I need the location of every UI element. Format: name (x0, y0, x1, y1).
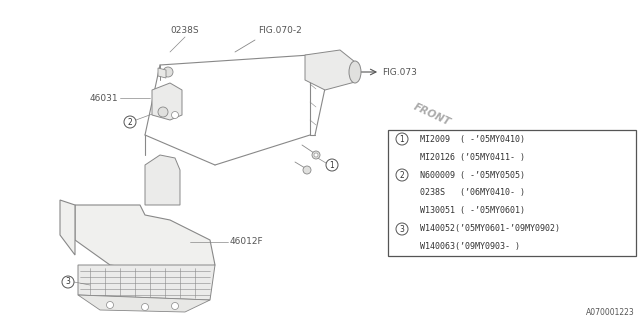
Text: FIG.073: FIG.073 (382, 68, 417, 76)
Circle shape (314, 153, 318, 157)
Circle shape (172, 302, 179, 309)
Text: 1: 1 (399, 134, 404, 143)
Polygon shape (60, 200, 75, 255)
Polygon shape (78, 295, 210, 312)
Circle shape (124, 116, 136, 128)
Text: 3: 3 (399, 225, 404, 234)
Text: FRONT: FRONT (412, 102, 452, 128)
Circle shape (172, 111, 179, 118)
Text: 2: 2 (127, 117, 132, 126)
Circle shape (303, 166, 311, 174)
Text: 2: 2 (399, 171, 404, 180)
Polygon shape (152, 83, 182, 120)
Circle shape (141, 303, 148, 310)
Text: W140063(’09MY0903- ): W140063(’09MY0903- ) (420, 243, 520, 252)
Text: 46031: 46031 (90, 93, 118, 102)
Text: MI2009  ( -’05MY0410): MI2009 ( -’05MY0410) (420, 134, 525, 143)
Polygon shape (158, 68, 166, 78)
Text: W130051 ( -’05MY0601): W130051 ( -’05MY0601) (420, 206, 525, 215)
Circle shape (106, 301, 113, 308)
Polygon shape (78, 265, 215, 300)
Text: 0238S: 0238S (171, 26, 199, 35)
Circle shape (396, 169, 408, 181)
Circle shape (163, 67, 173, 77)
Text: 0238S   (’06MY0410- ): 0238S (’06MY0410- ) (420, 188, 525, 197)
Circle shape (326, 159, 338, 171)
Circle shape (312, 151, 320, 159)
Text: W140052(’05MY0601-’09MY0902): W140052(’05MY0601-’09MY0902) (420, 225, 560, 234)
Text: N600009 ( -’05MY0505): N600009 ( -’05MY0505) (420, 171, 525, 180)
Circle shape (396, 133, 408, 145)
Text: 1: 1 (330, 161, 334, 170)
Text: A070001223: A070001223 (586, 308, 635, 317)
Circle shape (62, 276, 74, 288)
Polygon shape (75, 205, 215, 275)
Text: FIG.070-2: FIG.070-2 (258, 26, 301, 35)
Circle shape (396, 223, 408, 235)
Circle shape (158, 107, 168, 117)
Bar (388, 130, 636, 256)
Polygon shape (145, 155, 180, 205)
Text: 3: 3 (65, 277, 70, 286)
Ellipse shape (349, 61, 361, 83)
Text: 46012F: 46012F (230, 237, 264, 246)
Text: MI20126 (’05MY0411- ): MI20126 (’05MY0411- ) (420, 153, 525, 162)
Polygon shape (305, 50, 355, 90)
